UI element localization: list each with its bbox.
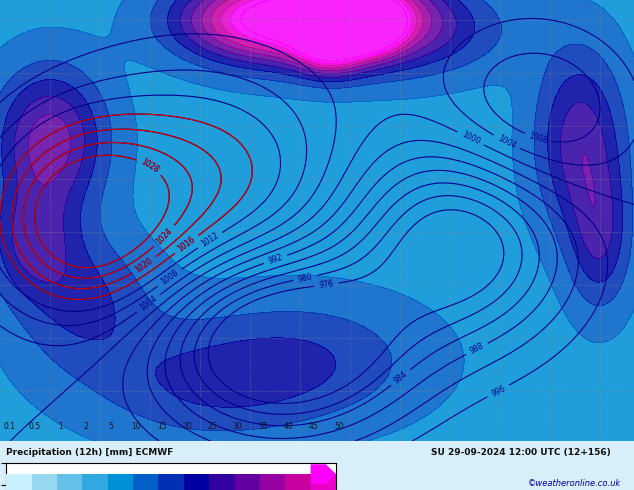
Text: 45: 45 <box>309 422 319 431</box>
Text: 980: 980 <box>297 272 313 284</box>
Text: 976: 976 <box>319 279 334 290</box>
Text: 35: 35 <box>258 422 268 431</box>
Text: 1016: 1016 <box>176 235 197 254</box>
Text: 15: 15 <box>157 422 167 431</box>
Text: 1028: 1028 <box>139 157 160 175</box>
Text: ©weatheronline.co.uk: ©weatheronline.co.uk <box>528 479 621 488</box>
Text: 10: 10 <box>131 422 141 431</box>
Text: 1: 1 <box>58 422 63 431</box>
Text: 984: 984 <box>392 369 409 386</box>
Text: 1028: 1028 <box>139 157 160 175</box>
Text: 1000: 1000 <box>460 130 481 147</box>
Text: 1016: 1016 <box>176 235 197 254</box>
Text: 992: 992 <box>268 253 284 266</box>
Text: 1024: 1024 <box>155 226 174 246</box>
Text: 30: 30 <box>233 422 243 431</box>
Text: 0.1: 0.1 <box>4 422 15 431</box>
Text: 0.5: 0.5 <box>29 422 41 431</box>
Text: 996: 996 <box>489 384 507 398</box>
Text: 1004: 1004 <box>138 294 159 313</box>
Text: 1020: 1020 <box>134 256 155 274</box>
Text: 25: 25 <box>207 422 217 431</box>
Text: Precipitation (12h) [mm] ECMWF: Precipitation (12h) [mm] ECMWF <box>6 448 174 457</box>
Text: 20: 20 <box>182 422 192 431</box>
Text: 5: 5 <box>108 422 113 431</box>
Text: 40: 40 <box>283 422 294 431</box>
Text: 1004: 1004 <box>496 134 517 150</box>
Text: 2: 2 <box>83 422 88 431</box>
Text: 988: 988 <box>469 342 486 356</box>
Text: 1012: 1012 <box>200 231 221 249</box>
Text: 50: 50 <box>334 422 344 431</box>
Text: 1008: 1008 <box>159 269 180 287</box>
Text: 1020: 1020 <box>134 256 155 274</box>
Text: 1024: 1024 <box>155 226 174 246</box>
Text: 1008: 1008 <box>528 131 549 146</box>
Text: SU 29-09-2024 12:00 UTC (12+156): SU 29-09-2024 12:00 UTC (12+156) <box>431 448 611 457</box>
